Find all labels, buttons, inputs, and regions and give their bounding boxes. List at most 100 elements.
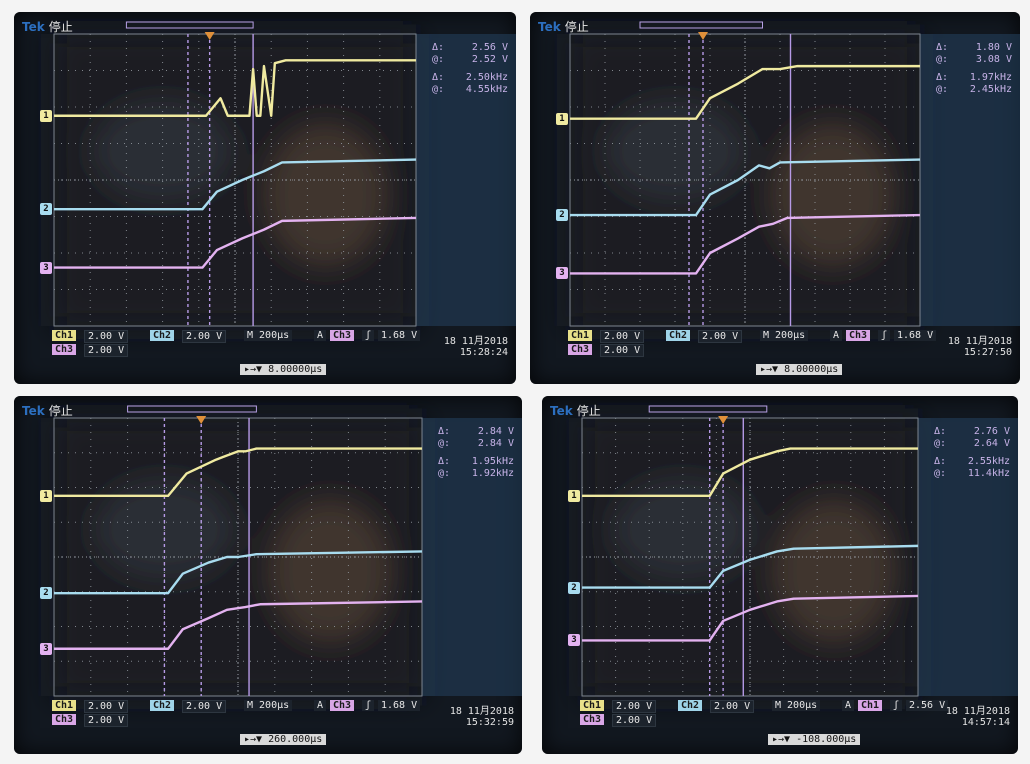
oscilloscope-panel-4: 1 2 3 Tek 停止 Δ: 2.76 V @: 2.64 V Δ: 2.55kHz @: 1… <box>542 396 1018 754</box>
cursor-voltage: 2.52 V <box>471 54 508 65</box>
horizontal-position: ▸→▼ 8.00000µs <box>756 364 843 375</box>
delta-voltage: 1.80 V <box>975 42 1012 53</box>
trigger-source: Ch3 <box>330 700 355 711</box>
horizontal-position: ▸→▼ 8.00000µs <box>240 364 327 375</box>
trigger-edge-icon: ʃ <box>890 700 903 711</box>
horizontal-position: ▸→▼ 260.000µs <box>240 734 327 745</box>
cursor-voltage: 2.64 V <box>973 438 1010 449</box>
time: 14:57:14 <box>961 717 1010 728</box>
trigger-mode: A <box>314 700 327 711</box>
trigger-position-icon <box>204 32 215 40</box>
ch3-scale: 2.00 V <box>612 714 657 727</box>
channel-3-marker: 3 <box>568 634 580 647</box>
scope-title: Tek 停止 <box>22 402 73 419</box>
ch2-trace <box>582 544 919 589</box>
cursor-frequency: 11.4kHz <box>967 468 1010 479</box>
record-bracket <box>125 21 254 29</box>
brand-label: Tek <box>22 404 45 418</box>
timestamp: 18 11月2018 15:27:50 <box>948 336 1012 358</box>
brand-label: Tek <box>22 20 45 34</box>
cursor-frequency: 1.92kHz <box>471 468 514 479</box>
date: 18 11月2018 <box>443 336 508 347</box>
ch3-scale: 2.00 V <box>84 344 129 357</box>
ch2-label: Ch2 <box>150 330 175 341</box>
graticule <box>569 33 921 327</box>
channel-2-marker: 2 <box>40 587 52 600</box>
ch1-scale: 2.00 V <box>600 330 645 343</box>
acquisition-state: 停止 <box>48 20 73 34</box>
channel-1-marker: 1 <box>556 112 568 125</box>
channel-1-marker: 1 <box>40 489 52 502</box>
timebase: M 200µs <box>772 700 821 711</box>
oscilloscope-panel-2: 1 2 3 Tek 停止 Δ: 1.80 V @: 3.08 V Δ: 1.97kHz @: 2… <box>530 12 1020 384</box>
delta-voltage: 2.84 V <box>477 426 514 437</box>
scope-title: Tek 停止 <box>550 402 601 419</box>
ch1-scale: 2.00 V <box>612 700 657 713</box>
trigger-edge-icon: ʃ <box>362 700 375 711</box>
trigger-mode: A <box>842 700 855 711</box>
ch3-scale: 2.00 V <box>600 344 645 357</box>
trigger-mode: A <box>314 330 327 341</box>
ch3-scale: 2.00 V <box>84 714 129 727</box>
ch1-label: Ch1 <box>52 700 77 711</box>
trigger-source: Ch3 <box>330 330 355 341</box>
cursor-frequency: 4.55kHz <box>465 84 508 95</box>
acquisition-state: 停止 <box>48 404 73 418</box>
delta-frequency: 1.97kHz <box>969 72 1012 83</box>
ch1-trace <box>570 64 920 120</box>
channel-3-marker: 3 <box>556 267 568 280</box>
horizontal-position: ▸→▼ -108.000µs <box>768 734 861 745</box>
delta-frequency: 2.50kHz <box>465 72 508 83</box>
record-bracket <box>639 21 763 29</box>
brand-label: Tek <box>550 404 573 418</box>
date: 18 11月2018 <box>449 706 514 717</box>
time: 15:28:24 <box>459 347 508 358</box>
ch2-scale: 2.00 V <box>698 330 743 343</box>
timebase: M 200µs <box>244 330 293 341</box>
ch3-label: Ch3 <box>52 714 77 725</box>
trigger-level: 1.68 V <box>894 330 937 341</box>
cursor-readout: Δ: 2.84 V @: 2.84 V Δ: 1.95kHz @: 1.92kHz <box>438 426 514 479</box>
date: 18 11月2018 <box>947 336 1012 347</box>
delta-voltage: 2.76 V <box>973 426 1010 437</box>
ch2-scale: 2.00 V <box>182 330 227 343</box>
trigger-mode: A <box>830 330 843 341</box>
channel-1-marker: 1 <box>568 489 580 502</box>
trigger-position-icon <box>718 416 729 424</box>
channel-2-marker: 2 <box>556 209 568 222</box>
cursor-frequency: 2.45kHz <box>969 84 1012 95</box>
timestamp: 18 11月2018 15:28:24 <box>444 336 508 358</box>
trigger-position-icon <box>196 416 207 424</box>
scope-status-bar: Ch1 2.00 V Ch2 2.00 V M 200µs A Ch3 ʃ 1.… <box>530 328 1020 384</box>
ch2-trace <box>54 550 423 595</box>
ch1-scale: 2.00 V <box>84 700 129 713</box>
ch2-scale: 2.00 V <box>182 700 227 713</box>
trigger-edge-icon: ʃ <box>878 330 891 341</box>
acquisition-state: 停止 <box>576 404 601 418</box>
trigger-source: Ch1 <box>858 700 883 711</box>
ch1-label: Ch1 <box>568 330 593 341</box>
acquisition-state: 停止 <box>564 20 589 34</box>
ch3-trace <box>582 594 919 642</box>
ch1-trace <box>54 447 422 498</box>
trigger-position-icon <box>698 32 708 40</box>
graticule <box>581 417 919 697</box>
ch2-trace <box>570 158 921 217</box>
channel-3-marker: 3 <box>40 261 52 274</box>
trigger-source: Ch3 <box>846 330 871 341</box>
scope-status-bar: Ch1 2.00 V Ch2 2.00 V M 200µs A Ch3 ʃ 1.… <box>14 698 522 754</box>
delta-frequency: 2.55kHz <box>967 456 1010 467</box>
ch2-label: Ch2 <box>678 700 703 711</box>
channel-2-marker: 2 <box>568 581 580 594</box>
scope-screen <box>569 21 1020 327</box>
ch3-label: Ch3 <box>580 714 605 725</box>
oscilloscope-panel-1: 1 2 3 Tek 停止 Δ: 2.56 V @: 2.52 V Δ: 2.50kHz @: 4… <box>14 12 516 384</box>
cursor-voltage: 3.08 V <box>975 54 1012 65</box>
channel-1-marker: 1 <box>40 109 52 122</box>
ch1-trace <box>582 447 918 498</box>
channel-3-marker: 3 <box>40 642 52 655</box>
ch1-label: Ch1 <box>52 330 77 341</box>
scope-screen <box>53 405 522 697</box>
scope-title: Tek 停止 <box>22 18 73 35</box>
ch1-label: Ch1 <box>580 700 605 711</box>
